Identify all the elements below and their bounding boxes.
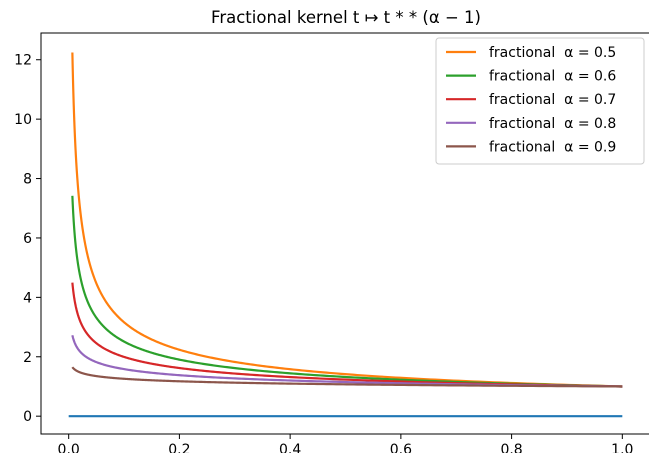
y-tick-label: 10 — [14, 112, 32, 128]
series-line-2 — [71, 195, 623, 388]
series-line-1 — [71, 52, 623, 388]
y-tick-label: 4 — [23, 290, 32, 306]
x-tick-label: 0.2 — [168, 442, 190, 453]
legend-label: fractional α = 0.6 — [489, 69, 616, 85]
legend: fractional α = 0.5 fractional α = 0.6 frac… — [435, 37, 645, 165]
legend-label: fractional α = 0.7 — [489, 92, 616, 108]
x-tick-label: 1.0 — [611, 442, 633, 453]
legend-box — [435, 37, 645, 165]
legend-label: fractional α = 0.5 — [489, 45, 616, 61]
legend-label: fractional α = 0.8 — [489, 116, 616, 132]
y-tick-label: 8 — [23, 172, 32, 188]
x-tick-label: 0.6 — [390, 442, 412, 453]
y-tick-label: 0 — [23, 409, 32, 425]
x-tick-label: 0.4 — [279, 442, 301, 453]
x-axis: 0.0 0.2 0.4 0.6 0.8 1.0 — [58, 434, 633, 453]
y-axis: 0 2 4 6 8 10 12 — [14, 53, 41, 425]
chart-title: Fractional kernel t ↦ t * * (α − 1) — [211, 8, 481, 27]
plot-frame — [40, 32, 649, 435]
legend-label: fractional α = 0.9 — [489, 139, 616, 155]
series-line-4 — [71, 334, 623, 388]
y-tick-label: 6 — [23, 231, 32, 247]
series-line-5 — [71, 366, 623, 388]
y-tick-label: 2 — [23, 350, 32, 366]
series-line-3 — [71, 282, 623, 388]
x-tick-label: 0.8 — [500, 442, 522, 453]
x-tick-label: 0.0 — [58, 442, 80, 453]
y-tick-label: 12 — [14, 53, 32, 69]
plot-lines — [68, 52, 623, 418]
